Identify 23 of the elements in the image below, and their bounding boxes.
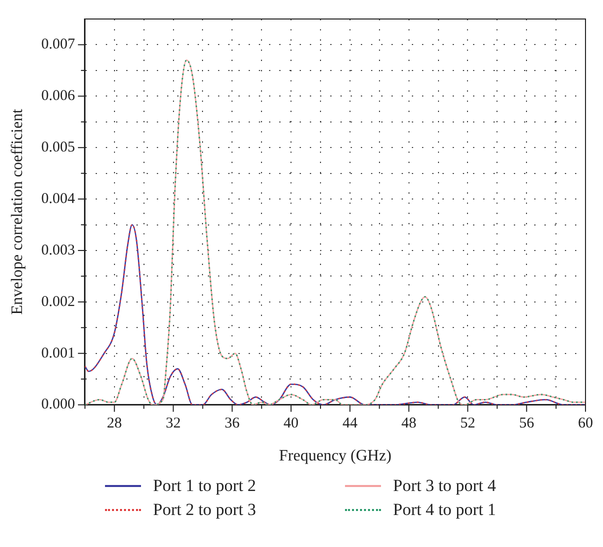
x-tick-label: 44 (342, 416, 358, 432)
y-tick-label: 0.005 (41, 140, 75, 156)
y-tick-label: 0.003 (41, 242, 75, 258)
x-tick-label: 52 (460, 416, 476, 432)
y-axis-title: Envelope correlation coefficient (8, 108, 26, 315)
legend-label: Port 4 to port 1 (393, 500, 496, 520)
legend-label: Port 3 to port 4 (393, 476, 496, 496)
x-tick-label: 48 (401, 416, 416, 432)
y-tick-label: 0.000 (41, 396, 75, 413)
x-tick-label: 60 (578, 416, 593, 432)
x-tick-label: 40 (284, 416, 299, 432)
y-tick-label: 0.006 (41, 88, 76, 104)
y-tick-label: 0.007 (41, 36, 76, 53)
y-tick-label: 0.002 (41, 294, 75, 310)
y-tick-label: 0.001 (41, 345, 75, 362)
legend-label: Port 2 to port 3 (153, 500, 256, 520)
legend-label: Port 1 to port 2 (153, 476, 256, 496)
x-axis-title: Frequency (GHz) (279, 448, 392, 465)
x-tick-label: 36 (224, 416, 240, 432)
x-tick-label: 32 (166, 416, 181, 432)
y-tick-label: 0.004 (41, 190, 76, 207)
x-tick-label: 28 (106, 416, 122, 432)
x-tick-label: 56 (519, 416, 535, 432)
